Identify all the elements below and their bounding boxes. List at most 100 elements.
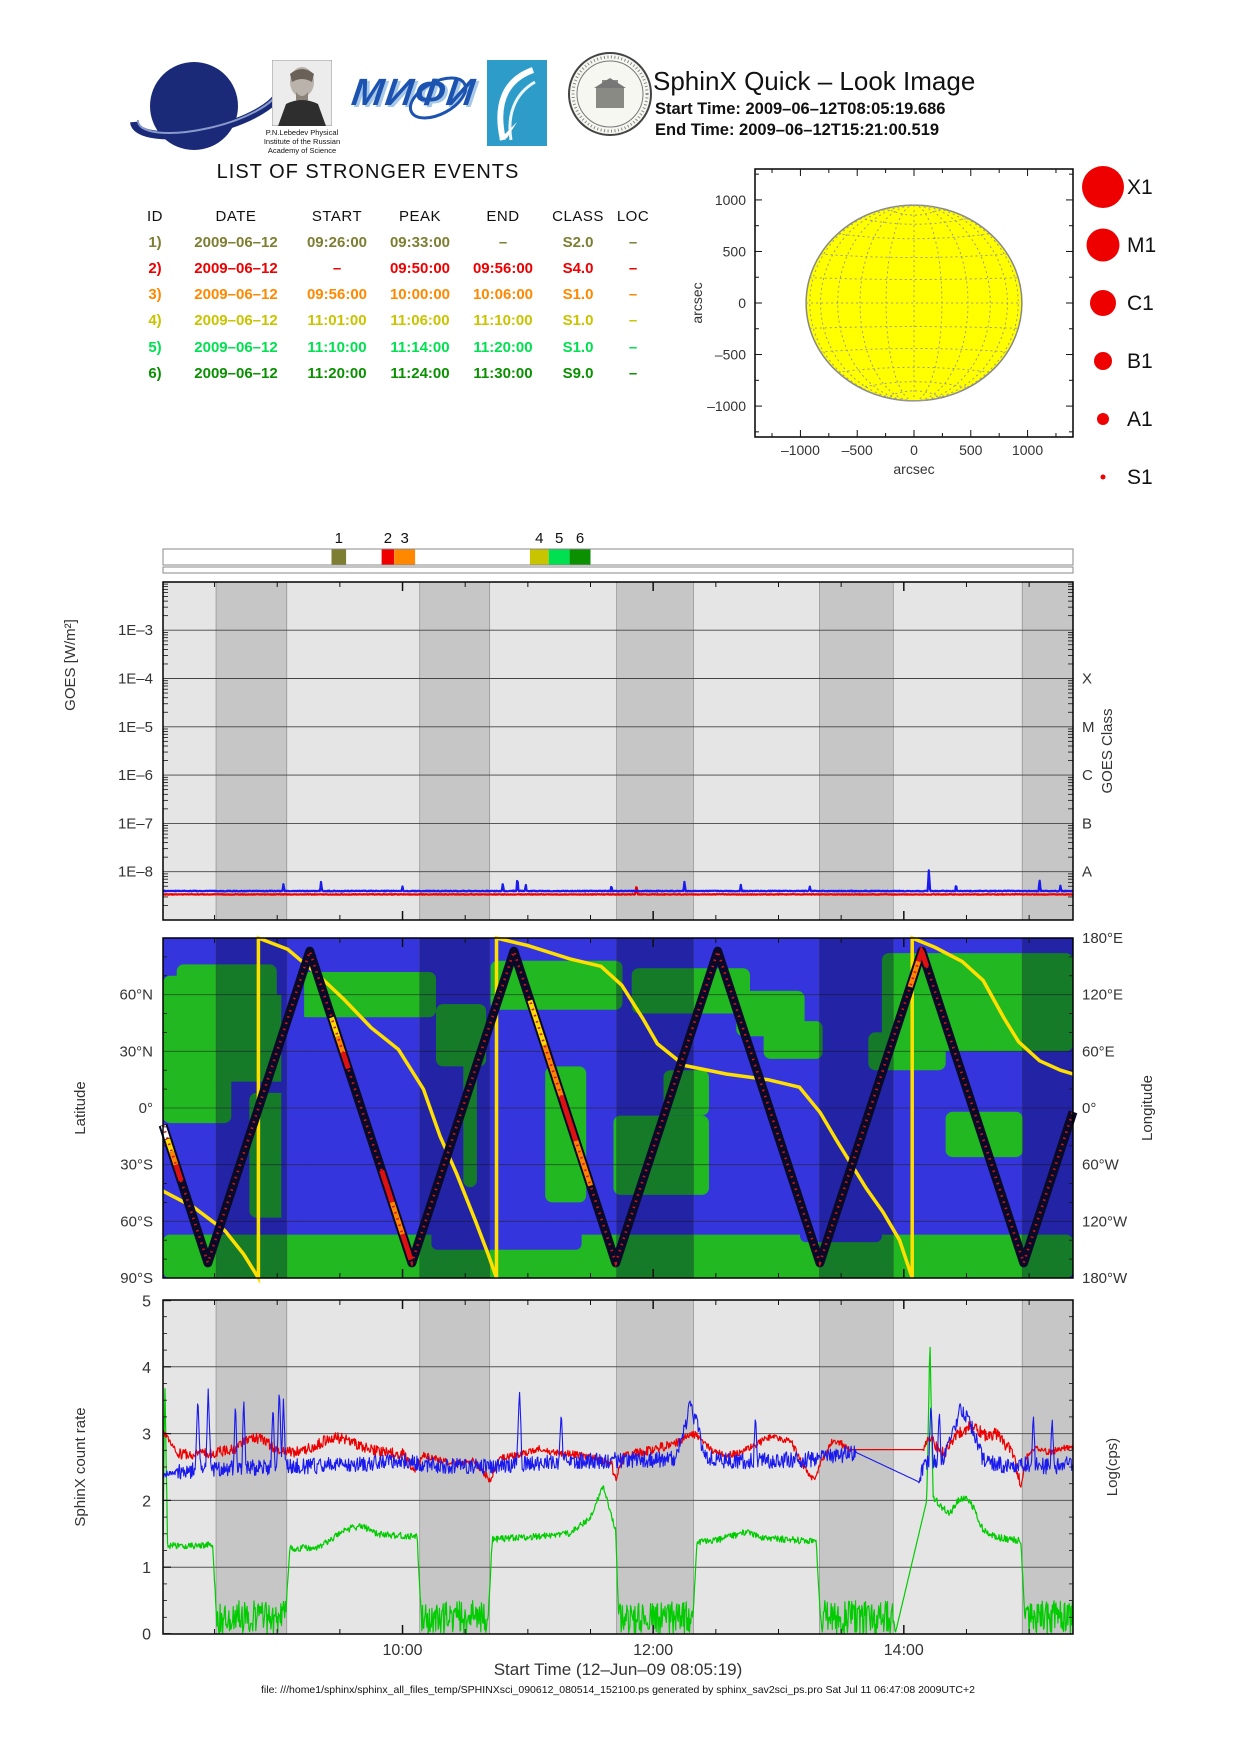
flare-size-dot-C1 <box>1090 290 1116 316</box>
cell-class: S4.0 <box>562 259 594 277</box>
cell-start: 11:20:00 <box>307 364 367 382</box>
land-mass <box>613 1115 709 1195</box>
events-table: ID DATE START PEAK END CLASS LOC 1) 2009–… <box>133 203 655 386</box>
event-mark-1 <box>331 549 347 565</box>
goes-flux-plot: 1E–3 1E–4 1E–5 1E–6 1E–7 1E–8 X M C B A GOES Class G… <box>62 581 1116 921</box>
portrait-suit <box>278 100 326 126</box>
track-event-segment <box>916 945 930 968</box>
start-time-label: Start Time: 2009–06–12T08:05:19.686 <box>655 100 946 118</box>
svg-text:0°: 0° <box>139 1100 153 1117</box>
orbit-night-band <box>1021 937 1074 1279</box>
solar-grid-meridian <box>913 204 1008 402</box>
table-row: 6) 2009–06–12 11:20:00 11:24:00 11:30:00 S9.0… <box>133 360 655 386</box>
cell-id: 4) <box>148 312 162 330</box>
svg-text:1000: 1000 <box>715 192 746 208</box>
land-mass <box>176 964 277 1014</box>
table-row: 3) 2009–06–12 09:56:00 10:00:00 10:06:00 S1.0… <box>133 282 655 308</box>
svg-text:Longitude: Longitude <box>1139 1075 1156 1141</box>
event-mark-2 <box>381 549 395 565</box>
ocean-gap <box>431 1215 582 1250</box>
svg-text:–1000: –1000 <box>707 398 746 414</box>
track-dots <box>161 947 1075 1268</box>
events-table-header: ID DATE START PEAK END CLASS LOC <box>133 203 655 229</box>
flare-size-dot-M1 <box>1086 228 1120 262</box>
comet-logo-bg <box>487 60 547 146</box>
flare-class-legend: X1 M1 C1 B1 A1 S1 <box>1082 166 1156 489</box>
cell-start: 11:10:00 <box>307 338 367 356</box>
svg-text:C1: C1 <box>1127 292 1154 315</box>
svg-text:SphinX count rate: SphinX count rate <box>72 1407 89 1526</box>
svg-text:1E–4: 1E–4 <box>118 671 153 688</box>
col-date: DATE <box>215 207 257 225</box>
ocean-gap <box>800 1219 882 1243</box>
svg-text:60°S: 60°S <box>120 1213 153 1230</box>
cell-start: 11:01:00 <box>307 312 367 330</box>
atom-orbit <box>408 76 468 120</box>
svg-text:10:00: 10:00 <box>383 1642 423 1659</box>
orbit-night-band <box>819 581 894 921</box>
cell-class: S9.0 <box>562 364 594 382</box>
cell-date: 2009–06–12 <box>194 233 278 251</box>
svg-text:180°E: 180°E <box>1082 930 1123 947</box>
cell-peak: 11:24:00 <box>390 364 450 382</box>
svg-text:1000: 1000 <box>1012 442 1043 458</box>
count-green <box>162 1346 1074 1634</box>
portrait-hair <box>290 69 314 82</box>
svg-text:180°W: 180°W <box>1082 1270 1128 1287</box>
col-end: END <box>486 207 520 225</box>
svg-text:14:00: 14:00 <box>884 1642 924 1659</box>
svg-text:B: B <box>1082 815 1092 832</box>
cell-loc: – <box>628 286 638 304</box>
svg-text:60°W: 60°W <box>1082 1157 1120 1174</box>
cell-date: 2009–06–12 <box>194 338 278 356</box>
cell-end: 09:56:00 <box>472 259 534 277</box>
svg-text:0: 0 <box>142 1627 151 1644</box>
svg-text:4: 4 <box>535 530 543 547</box>
goes-long-red <box>162 886 1074 896</box>
orbit-night-band <box>215 937 288 1279</box>
cell-peak: 09:33:00 <box>389 233 451 251</box>
ground-track-map: 60°N 30°N 0° 30°S 60°S 90°S 180°E 120°E 60°E 0° 60… <box>72 930 1156 1287</box>
svg-text:1: 1 <box>335 530 343 547</box>
svg-text:M: M <box>1082 719 1095 736</box>
cell-end: 11:10:00 <box>473 312 533 330</box>
svg-text:90°S: 90°S <box>120 1270 153 1287</box>
event-mark-6 <box>569 549 591 565</box>
svg-text:3: 3 <box>142 1427 151 1444</box>
svg-text:A1: A1 <box>1127 408 1153 431</box>
col-id: ID <box>147 207 163 225</box>
cell-id: 3) <box>148 286 162 304</box>
seal-roof <box>594 78 626 88</box>
time-axis-title: Start Time (12–Jun–09 08:05:19) <box>493 1660 743 1679</box>
svg-text:X1: X1 <box>1127 176 1153 199</box>
svg-text:1E–8: 1E–8 <box>118 864 153 881</box>
cell-date: 2009–06–12 <box>194 286 278 304</box>
svg-text:5: 5 <box>555 530 563 547</box>
orbit-night-band <box>1021 581 1074 921</box>
solar-grid-meridian <box>837 204 915 402</box>
svg-text:1E–3: 1E–3 <box>118 622 153 639</box>
cell-id: 6) <box>148 364 162 382</box>
svg-text:30°N: 30°N <box>119 1043 153 1060</box>
events-list-title: LIST OF STRONGER EVENTS <box>216 161 520 183</box>
svg-text:0°: 0° <box>1082 1100 1096 1117</box>
solar-disk-plot: –1000 –500 0 500 1000 1000 500 0 –500 –1000 arcsec… <box>689 168 1074 477</box>
orbit-night-band <box>616 1299 694 1635</box>
event-mark-3 <box>394 549 416 565</box>
land-mass <box>463 1017 477 1188</box>
svg-text:Log(cps): Log(cps) <box>1104 1438 1121 1496</box>
svg-text:3: 3 <box>400 530 408 547</box>
comet-head <box>499 122 517 140</box>
solar-grid-parallel <box>809 326 1019 329</box>
svg-text:B1: B1 <box>1127 350 1153 373</box>
svg-text:M1: M1 <box>1127 234 1156 257</box>
cell-loc: – <box>628 338 638 356</box>
svg-text:X: X <box>1082 671 1092 688</box>
svg-text:60°N: 60°N <box>119 987 153 1004</box>
lebedev-caption: P.N.Lebedev Physical Institute of the Ru… <box>244 128 360 155</box>
svg-text:0: 0 <box>910 442 918 458</box>
cell-peak: 11:14:00 <box>390 338 450 356</box>
goes-short-blue <box>162 869 1074 893</box>
